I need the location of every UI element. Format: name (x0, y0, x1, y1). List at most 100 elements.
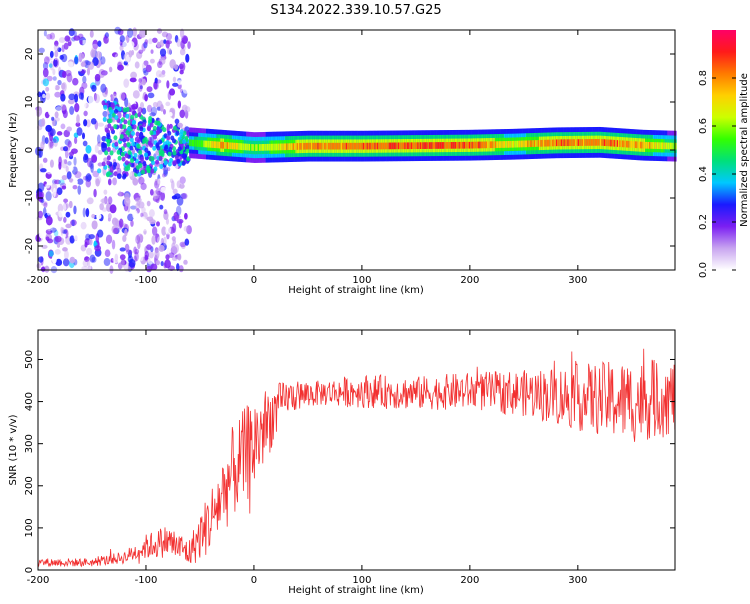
spectrogram-ridge-cell (316, 142, 318, 150)
spectrogram-ridge-cell (603, 139, 606, 146)
spectrogram-cell (54, 235, 62, 243)
spectrogram-ridge-cell (273, 143, 275, 151)
spectrogram-cell (68, 178, 74, 183)
spectrogram-cell (158, 73, 166, 78)
spectrogram-cell (150, 263, 158, 271)
spectrogram-ridge-cell (353, 142, 356, 150)
spectrogram-cell (94, 144, 99, 154)
spectrogram-cell (147, 92, 155, 99)
spectrogram-cell (90, 49, 96, 58)
spectrogram-ridge-cell (584, 139, 586, 146)
spectrogram-cell (89, 30, 94, 38)
spectrogram-cell (62, 232, 66, 239)
spectrogram-cell (53, 58, 58, 67)
spectrogram-cell (61, 158, 68, 169)
spectrogram-ridge-cell (365, 142, 367, 150)
spectrogram-cell (123, 52, 131, 63)
spectrogram-cell (124, 243, 130, 252)
spectrogram-cell (99, 203, 104, 211)
spectrogram-cell (165, 217, 170, 225)
snr-x-tick-label: 300 (568, 575, 587, 586)
spectrogram-ridge-cell (259, 144, 261, 151)
spectrogram-ridge-cell (301, 142, 304, 150)
spectrogram-ridge-cell (590, 139, 593, 146)
spectrogram-cell (168, 88, 176, 96)
spectrogram-cell (101, 44, 106, 53)
snr-x-tick-label: 100 (352, 575, 371, 586)
spectrogram-cell (107, 178, 112, 186)
spectrogram-ridge-cell (312, 142, 314, 150)
spectrogram-cell (75, 122, 81, 127)
spectrogram-cell (149, 188, 154, 196)
spectrogram-ridge-cell (221, 141, 224, 149)
spectrogram-cell (65, 165, 69, 173)
spectrogram-cell (64, 159, 68, 165)
spectrogram-cell (114, 253, 119, 262)
spectrogram-ridge-cell (237, 142, 239, 150)
spectrogram-cell (167, 130, 172, 136)
spectrogram-ridge-cell (441, 142, 444, 149)
spectrogram-ridge-cell (388, 142, 391, 150)
spectrogram-cell (97, 122, 105, 127)
spectrogram-cell (112, 227, 119, 234)
spectrogram-ridge-cell (505, 141, 507, 148)
spectrogram-cell (144, 152, 149, 158)
spectrogram-cell (85, 60, 91, 66)
spectrogram-cell (124, 160, 129, 166)
spectrogram-cell (86, 197, 94, 205)
spectrogram-cell (43, 30, 47, 37)
spectrogram-ridge-cell (638, 141, 641, 149)
spectrogram-ridge-cell (297, 143, 300, 150)
spectrogram-cell (125, 55, 131, 63)
spectrogram-cell (166, 167, 171, 172)
spectrogram-ridge-cell (389, 142, 392, 150)
spectrogram-ridge-cell (465, 141, 467, 149)
spectrogram-cell (85, 179, 92, 188)
spectrogram-ridge-cell (413, 142, 415, 150)
spectrogram-cell (85, 207, 90, 218)
spectrogram-cell (39, 250, 45, 255)
spectrogram-ridge-cell (362, 142, 365, 150)
spectrogram-cell (54, 40, 59, 47)
spectrogram-cell (150, 106, 158, 117)
spectrogram-cell (125, 130, 130, 136)
spectrogram-ridge-cell (261, 144, 264, 151)
spectrogram-cell (162, 127, 167, 133)
spectrogram-cell (66, 72, 73, 83)
spectrogram-ridge-cell (360, 142, 362, 150)
spectrogram-ridge-cell (470, 141, 472, 149)
spectrogram-ridge-cell (317, 142, 320, 150)
spectrogram-cell (179, 241, 187, 248)
spectrogram-cell (177, 253, 182, 261)
spectrogram-cell (94, 93, 101, 104)
spectrogram-ridge-cell (344, 142, 347, 150)
spectrogram-cell (76, 178, 84, 185)
spectrogram-ridge-cell (348, 142, 351, 150)
spectrogram-ridge-cell (426, 142, 428, 149)
spectrogram-cell (139, 126, 144, 132)
spectrogram-cell (67, 140, 72, 148)
spectrogram-cell (141, 206, 146, 214)
spectrogram-cell (100, 56, 106, 65)
spectrogram-ridge-cell (544, 139, 546, 147)
colorbar-tick-label: 0.0 (698, 262, 709, 278)
spectrogram-cell (131, 148, 135, 155)
spectrogram-ridge-cell (658, 142, 660, 150)
spectrogram-ridge-cell (428, 142, 431, 149)
spectrogram-ridge-cell (602, 139, 605, 146)
spectrogram-cell (141, 196, 146, 201)
spectrogram-x-tick-label: 300 (568, 275, 587, 286)
spectrogram-ridge-cell (265, 143, 268, 151)
spectrogram-y-tick-label: 20 (24, 48, 35, 61)
spectrogram-ridge-cell (546, 139, 549, 147)
spectrogram-ridge-cell (296, 143, 299, 150)
spectrogram-ridge-cell (342, 142, 344, 150)
spectrogram-ridge-cell (588, 139, 590, 146)
spectrogram-ridge-cell (246, 143, 248, 151)
spectrogram-cell (51, 83, 56, 91)
spectrogram-ridge-cell (323, 142, 326, 150)
spectrogram-cell (76, 114, 80, 124)
spectrogram-cell (67, 61, 74, 68)
spectrogram-ridge-cell (195, 139, 198, 147)
spectrogram-ridge-cell (371, 142, 374, 150)
